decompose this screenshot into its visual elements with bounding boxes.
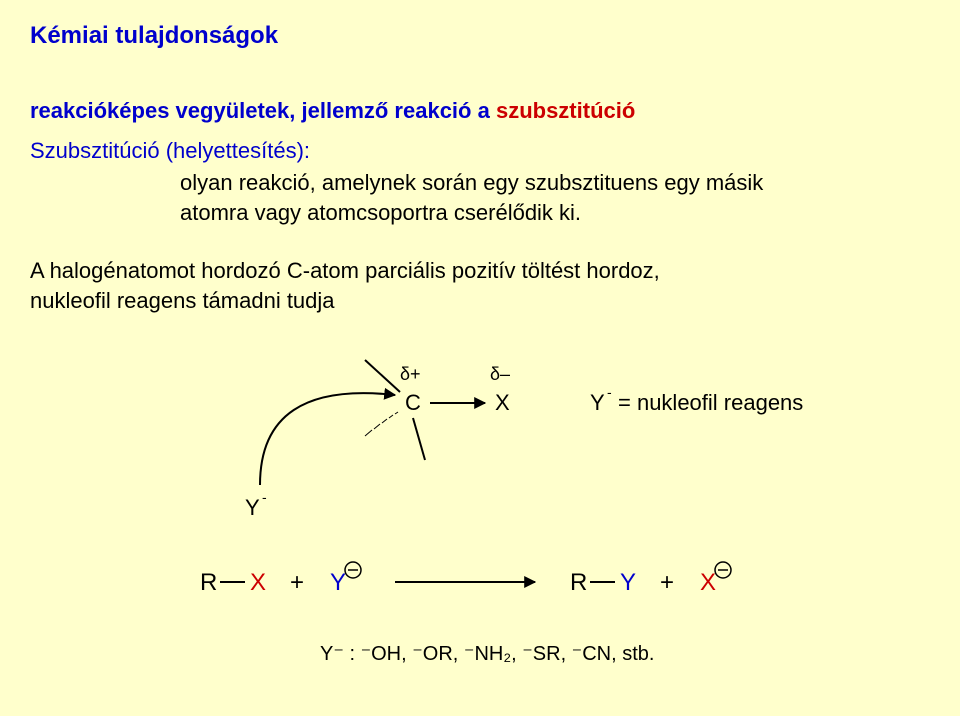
y-attack-minus: - <box>262 489 267 505</box>
y-attack: Y <box>245 495 260 520</box>
nucleophile-label: = nukleofil reagens <box>618 390 803 415</box>
eq-plus1: + <box>290 569 304 596</box>
nucleophile-y-minus: - <box>607 384 612 400</box>
explain-line-1: A halogénatomot hordozó C-atom parciális… <box>30 258 660 284</box>
eq-r2: R <box>570 569 587 596</box>
definition-line-2: atomra vagy atomcsoportra cserélődik ki. <box>180 200 581 226</box>
eq-y1: Y <box>330 569 346 596</box>
eq-x2: X <box>700 569 716 596</box>
definition-line-1: olyan reakció, amelynek során egy szubsz… <box>180 170 763 196</box>
intro-part-c: szubsztitúció <box>496 98 635 123</box>
nucleophile-y: Y <box>590 390 605 415</box>
eq-r1: R <box>200 569 217 596</box>
explain-line-2: nukleofil reagens támadni tudja <box>30 288 335 314</box>
eq-plus2: + <box>660 569 674 596</box>
delta-plus: δ+ <box>400 364 421 384</box>
intro-line: reakcióképes vegyületek, jellemző reakci… <box>30 98 635 124</box>
atom-c: C <box>405 390 421 415</box>
eq-y2: Y <box>620 569 636 596</box>
footer-list: Y⁻ : ⁻OH, ⁻OR, ⁻NH₂, ⁻SR, ⁻CN, stb. <box>320 643 654 665</box>
page-title: Kémiai tulajdonságok <box>30 22 278 50</box>
intro-part-a: reakcióképes vegyületek <box>30 98 289 123</box>
slide: Kémiai tulajdonságok reakcióképes vegyül… <box>0 0 960 716</box>
substitution-label: Szubsztitúció (helyettesítés): <box>30 138 310 164</box>
delta-minus: δ– <box>490 364 510 384</box>
eq-x1: X <box>250 569 266 596</box>
reaction-diagram: C δ+ X δ– Y - Y - = nukleofil reagens <box>140 330 840 680</box>
atom-x: X <box>495 390 510 415</box>
intro-part-mid: , jellemző reakció a <box>289 98 496 123</box>
